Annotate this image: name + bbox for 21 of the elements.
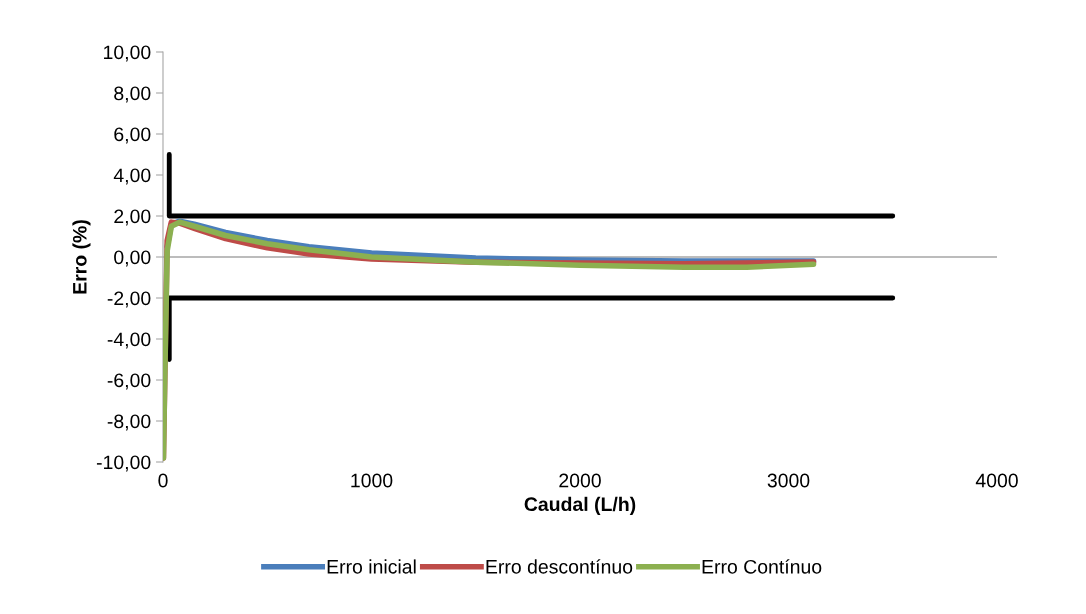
y-tick-label: -10,00 — [96, 455, 151, 472]
x-tick-label: 0 — [158, 473, 168, 488]
y-tick-label: 8,00 — [114, 86, 151, 103]
legend-label: Erro inicial — [327, 559, 416, 574]
y-tick-label: 0,00 — [114, 250, 151, 267]
y-tick-label: 4,00 — [113, 168, 151, 185]
y-tick-label: -2,00 — [107, 291, 151, 308]
y-tick-label: -4,00 — [107, 332, 151, 349]
x-tick-label: 3000 — [767, 473, 810, 488]
y-tick-label: 2,00 — [114, 209, 151, 226]
legend-label: Erro Contínuo — [702, 559, 822, 574]
legend-label: Erro descontínuo — [486, 559, 633, 574]
x-axis-title: Caudal (L/h) — [524, 496, 636, 515]
x-tick-label: 2000 — [559, 473, 601, 488]
y-tick-label: 10,00 — [104, 45, 151, 62]
x-tick-label: 1000 — [351, 473, 393, 488]
y-tick-label: 6,00 — [114, 127, 151, 144]
x-tick-label: 4000 — [975, 473, 1018, 488]
y-tick-label: -8,00 — [107, 414, 151, 431]
y-tick-label: -6,00 — [107, 373, 151, 390]
y-axis-title: Erro (%) — [72, 220, 91, 294]
